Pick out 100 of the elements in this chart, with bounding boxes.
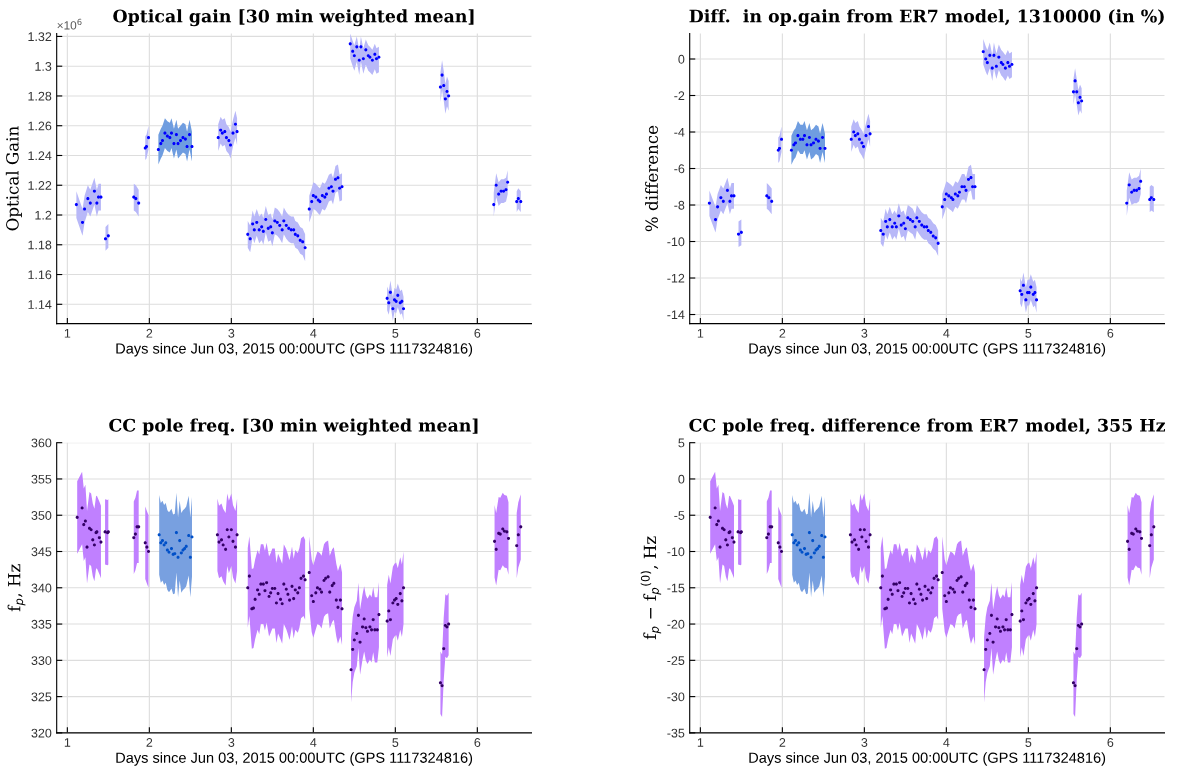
y-tick-label: 355 [31, 474, 52, 484]
point [246, 586, 250, 590]
point [857, 547, 861, 551]
x-tick-label: 3 [861, 738, 868, 747]
point [310, 594, 314, 598]
point [352, 54, 356, 58]
point [278, 597, 283, 601]
point [132, 536, 136, 540]
x-tick-label: 4 [943, 738, 950, 747]
point [310, 200, 314, 204]
y-tick-label: -25 [667, 656, 685, 665]
y-tick-label: 350 [31, 511, 52, 520]
point [146, 136, 151, 140]
y-tick-label: 1.18 [28, 240, 52, 250]
y-tick-label: -20 [667, 619, 685, 629]
x-tick-label: 3 [228, 738, 235, 747]
point [811, 539, 815, 543]
point [915, 216, 919, 220]
point [274, 601, 278, 605]
point [849, 137, 853, 141]
point [400, 599, 404, 603]
x-tick-label: 5 [1025, 328, 1032, 338]
point [280, 228, 284, 232]
point [188, 555, 192, 559]
point [1078, 95, 1082, 99]
point [997, 55, 1001, 59]
point [790, 533, 794, 537]
point [985, 638, 989, 642]
y-tick-label: 0 [678, 54, 685, 64]
point [494, 183, 498, 187]
x-tick-label: 4 [310, 738, 317, 747]
point [944, 600, 948, 604]
point [174, 133, 178, 137]
y-axis-title: f$_{p}$, Hz [7, 564, 26, 612]
point [716, 519, 720, 523]
x-tick-label: 3 [228, 328, 235, 338]
x-tick-label: 5 [1025, 738, 1032, 747]
point [725, 188, 729, 192]
y-tick-label: 320 [31, 728, 52, 738]
point [357, 58, 361, 62]
x-axis-title: Days since Jun 03, 2015 00:00UTC (GPS 1117324816) [116, 752, 473, 766]
point [74, 203, 78, 207]
point [224, 547, 228, 551]
point [519, 525, 523, 529]
point [257, 592, 261, 596]
chart-title: Diff. in op.gain from ER7 model, 1310000 (in %) [689, 9, 1164, 27]
point [1073, 79, 1077, 83]
point [789, 148, 793, 152]
point [80, 220, 85, 225]
y-tick-label: 1.3 [35, 61, 52, 71]
y-tick-label: -15 [667, 583, 685, 593]
point [293, 232, 297, 236]
text: ×10$^{6}$ [57, 18, 82, 30]
x-tick-label: 2 [146, 738, 153, 747]
y-tick-label: 1.14 [28, 300, 52, 309]
y-tick-label: -4 [674, 127, 685, 137]
point [893, 221, 897, 225]
point [823, 146, 827, 150]
point [174, 531, 178, 535]
point [1126, 539, 1130, 543]
y-tick-label: 1.24 [28, 151, 52, 161]
y-tick-label: -10 [667, 237, 685, 247]
x-tick-label: 1 [64, 738, 71, 747]
y-tick-label: -6 [674, 164, 685, 174]
point [864, 539, 868, 543]
point [82, 523, 86, 527]
y-tick-label: 1.26 [28, 121, 52, 131]
point [821, 555, 825, 559]
x-tick-label: 5 [392, 738, 399, 747]
point [866, 124, 871, 129]
point [282, 582, 286, 586]
x-axis-title: Days since Jun 03, 2015 00:00UTC (GPS 1117324816) [116, 342, 473, 357]
y-tick-label: 325 [31, 692, 52, 702]
point [388, 618, 392, 622]
point [862, 528, 866, 532]
x-tick-label: 2 [146, 328, 153, 338]
point [246, 232, 250, 236]
point [351, 49, 355, 53]
point [984, 57, 988, 61]
point [229, 528, 233, 532]
chart-title: CC pole freq. difference from ER7 model, 355 Hz [689, 418, 1165, 436]
point [778, 545, 782, 549]
point [985, 61, 989, 65]
point [515, 544, 519, 548]
point [994, 64, 998, 68]
point [356, 613, 360, 617]
point [351, 647, 355, 651]
point [1018, 619, 1022, 623]
x-tick-label: 2 [779, 738, 786, 747]
point [989, 613, 994, 617]
y-axis-title: % difference [645, 125, 658, 232]
y-tick-label: 0 [678, 474, 685, 484]
x-tick-label: 6 [474, 328, 481, 338]
y-tick-label: 330 [31, 656, 52, 665]
point [1024, 298, 1028, 302]
y-tick-label: 340 [31, 583, 52, 593]
point [157, 533, 161, 537]
x-tick-label: 1 [697, 328, 704, 338]
point [176, 142, 180, 146]
point [1139, 536, 1144, 540]
